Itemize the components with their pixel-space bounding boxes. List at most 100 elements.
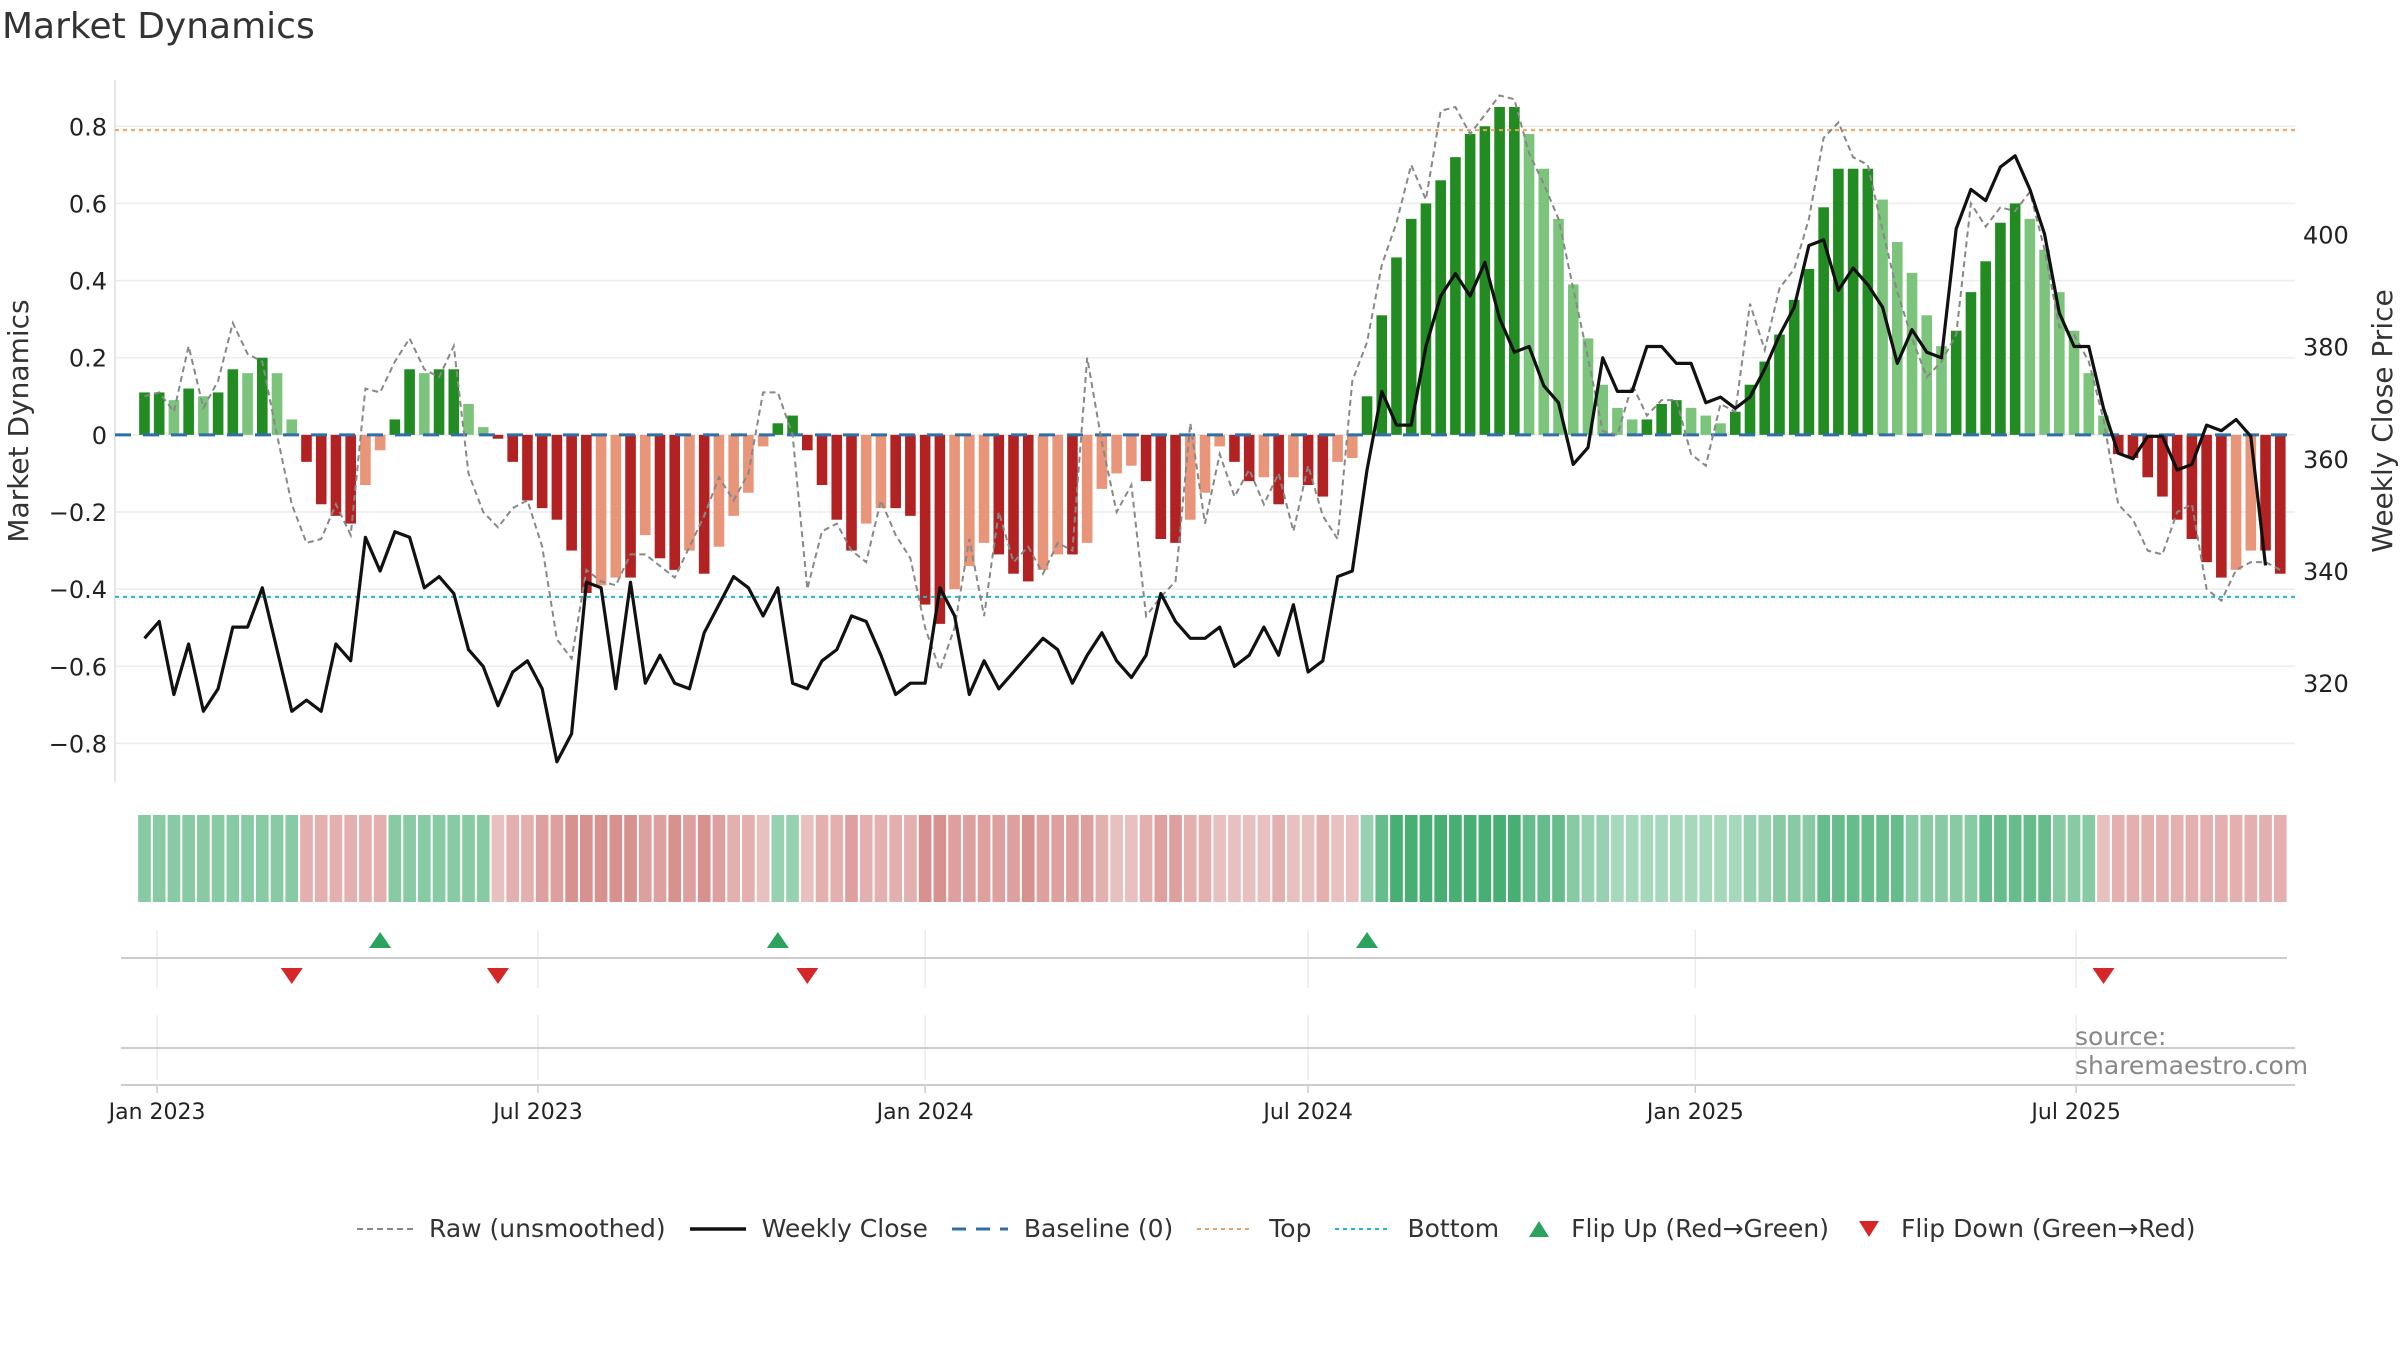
regime-cell	[874, 815, 888, 902]
regime-cell	[491, 815, 505, 902]
regime-cell	[712, 815, 726, 902]
regime-cell	[1198, 815, 1212, 902]
dynamics-bar	[1818, 207, 1829, 435]
legend-swatch-bottom	[1335, 1227, 1392, 1230]
regime-cell	[609, 815, 623, 902]
regime-cell	[432, 815, 446, 902]
dynamics-bar	[1671, 400, 1682, 435]
regime-cell	[977, 815, 991, 902]
dynamics-bar	[1361, 396, 1373, 435]
legend-item-flip_up: Flip Up (Red→Green)	[1521, 1214, 1829, 1243]
regime-cell	[270, 815, 284, 902]
regime-cell	[329, 815, 343, 902]
regime-cell	[1758, 815, 1772, 902]
dynamics-bar	[757, 434, 769, 447]
regime-cell	[1861, 815, 1875, 902]
regime-cell	[1125, 815, 1138, 902]
dynamics-bar	[566, 434, 577, 551]
regime-cell	[2111, 815, 2125, 902]
dynamics-bar	[2171, 434, 2183, 520]
regime-cell	[2038, 815, 2051, 902]
dynamics-bar	[536, 434, 548, 509]
regime-cell	[594, 815, 608, 902]
dynamics-bar	[1081, 434, 1093, 543]
regime-cell	[697, 815, 711, 902]
dynamics-bar	[1626, 419, 1638, 435]
legend-item-baseline: Baseline (0)	[950, 1214, 1173, 1243]
legend-swatch-raw	[357, 1227, 413, 1230]
dynamics-bar	[1494, 107, 1505, 435]
dynamics-bar	[1273, 434, 1284, 505]
dynamics-bar	[1302, 434, 1314, 485]
flip-up-marker	[766, 932, 789, 948]
dynamics-bar	[1744, 384, 1756, 435]
dynamics-bar	[698, 434, 710, 574]
regime-cell	[565, 815, 578, 902]
dynamics-bar	[2039, 249, 2050, 435]
regime-cell	[1036, 815, 1050, 902]
regime-cell	[1552, 815, 1565, 902]
regime-cell	[1890, 815, 1904, 902]
legend-swatch-flip_up	[1529, 1220, 1550, 1237]
dynamics-bar	[625, 434, 636, 578]
legend-item-raw: Raw (unsmoothed)	[355, 1214, 666, 1243]
dynamics-bar	[919, 434, 931, 605]
dynamics-bar	[2186, 434, 2198, 539]
legend-label-flip_down: Flip Down (Green→Red)	[1901, 1214, 2196, 1243]
regime-cell	[992, 815, 1006, 902]
regime-cell	[1905, 815, 1919, 902]
dynamics-bar	[404, 369, 415, 435]
dynamics-bar	[2274, 434, 2286, 574]
regime-cell	[918, 815, 932, 902]
regime-cell	[889, 815, 903, 902]
dynamics-bar	[846, 434, 857, 551]
regime-cell	[535, 815, 549, 902]
y-axis-title: Market Dynamics	[2, 299, 35, 542]
legend-swatch-flip_down	[1859, 1220, 1880, 1237]
regime-cell	[285, 815, 299, 902]
dynamics-bar	[492, 434, 504, 439]
dynamics-bar	[1965, 292, 1977, 435]
dynamics-bar	[256, 357, 268, 435]
y-tick-label: 0	[92, 422, 107, 450]
regime-cell	[756, 815, 770, 902]
dynamics-bar	[860, 434, 872, 524]
regime-cell	[1242, 815, 1256, 902]
dynamics-bar	[772, 423, 784, 435]
dynamics-bar	[1258, 434, 1270, 478]
regime-cell	[2200, 815, 2213, 902]
dynamics-bar	[890, 434, 901, 509]
legend-label-close: Weekly Close	[761, 1214, 928, 1243]
regime-cell	[830, 815, 844, 902]
y-tick-label: 0.6	[69, 190, 107, 218]
regime-cell	[2023, 815, 2037, 902]
y2-tick-label: 320	[2303, 670, 2349, 698]
regime-cell	[1345, 815, 1359, 902]
dynamics-bar	[1376, 315, 1388, 435]
x-tick-label: Jan 2025	[1645, 1100, 1744, 1125]
regime-cell	[226, 815, 240, 902]
regime-cell	[241, 815, 254, 902]
regime-cell	[1404, 815, 1418, 902]
x-tick-label: Jul 2025	[2029, 1100, 2121, 1125]
regime-cell	[2229, 815, 2243, 902]
dynamics-bar	[1022, 434, 1034, 582]
regime-cell	[800, 815, 814, 902]
regime-cell	[1007, 815, 1020, 902]
source-note: source: sharemaestro.com	[2075, 1022, 2309, 1080]
regime-cell	[786, 815, 799, 902]
regime-cell	[447, 815, 461, 902]
regime-cell	[815, 815, 829, 902]
regime-cell	[668, 815, 682, 902]
x-tick-label: Jan 2024	[875, 1100, 974, 1125]
dynamics-bar	[1995, 222, 2006, 435]
regime-cell	[859, 815, 873, 902]
dynamics-bar	[315, 434, 327, 505]
regime-cell	[653, 815, 667, 902]
dynamics-bar	[1685, 407, 1697, 435]
legend: Raw (unsmoothed) Weekly Close Baseline (0)…	[355, 1214, 2218, 1243]
regime-cell	[255, 815, 269, 902]
dynamics-bar	[2083, 373, 2095, 435]
dynamics-bar	[787, 415, 798, 435]
regime-cell	[1272, 815, 1285, 902]
